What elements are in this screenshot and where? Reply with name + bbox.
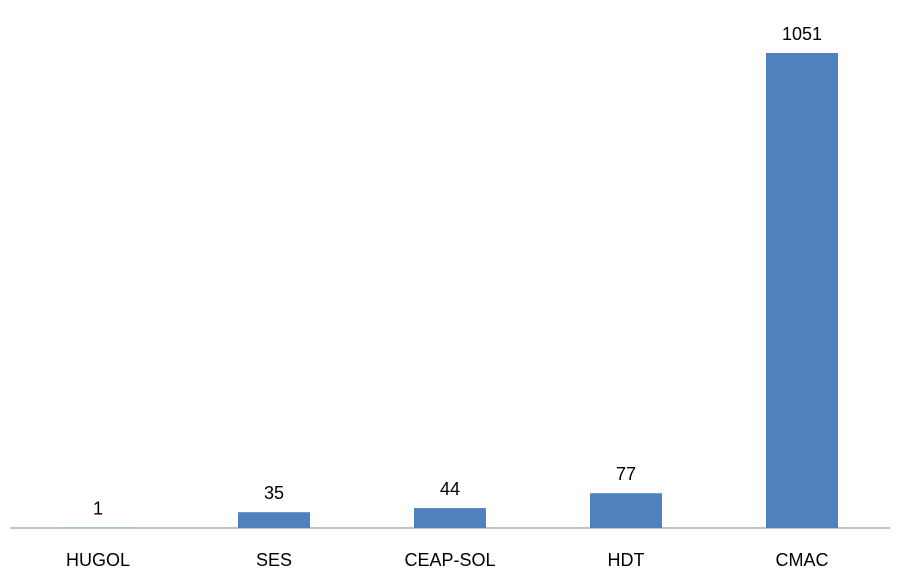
bar-ses bbox=[238, 512, 310, 528]
bar-hdt bbox=[590, 493, 662, 528]
bars-layer bbox=[62, 53, 838, 528]
data-label-ses: 35 bbox=[264, 483, 284, 503]
data-label-cmac: 1051 bbox=[782, 24, 822, 44]
x-tick-label-hugol: HUGOL bbox=[66, 550, 130, 570]
data-label-hdt: 77 bbox=[616, 464, 636, 484]
x-tick-label-ses: SES bbox=[256, 550, 292, 570]
bar-ceap-sol bbox=[414, 508, 486, 528]
x-tick-label-ceap-sol: CEAP-SOL bbox=[404, 550, 495, 570]
data-label-hugol: 1 bbox=[93, 499, 103, 519]
x-tick-labels-layer: HUGOL SES CEAP-SOL HDT CMAC bbox=[66, 550, 829, 570]
bar-cmac bbox=[766, 53, 838, 528]
bar-hugol bbox=[62, 527, 134, 528]
x-tick-label-hdt: HDT bbox=[608, 550, 645, 570]
data-label-ceap-sol: 44 bbox=[440, 479, 460, 499]
x-tick-label-cmac: CMAC bbox=[776, 550, 829, 570]
data-labels-layer: 1 35 44 77 1051 bbox=[93, 24, 822, 519]
